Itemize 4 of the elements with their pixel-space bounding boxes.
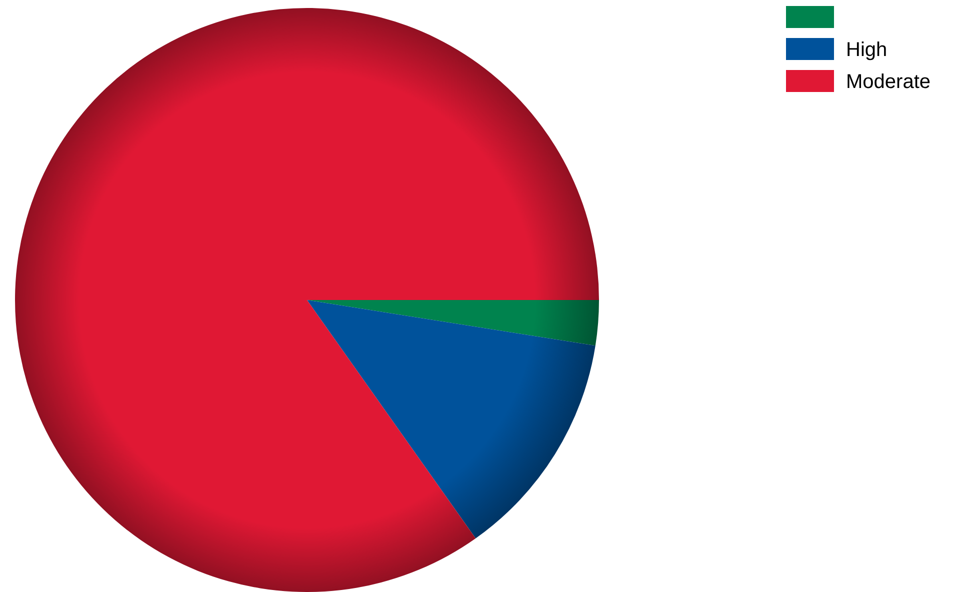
pie-slice bbox=[15, 8, 599, 592]
pie-slice bbox=[307, 300, 596, 538]
legend-label: Moderate bbox=[846, 71, 930, 93]
legend-label: High bbox=[846, 39, 888, 61]
